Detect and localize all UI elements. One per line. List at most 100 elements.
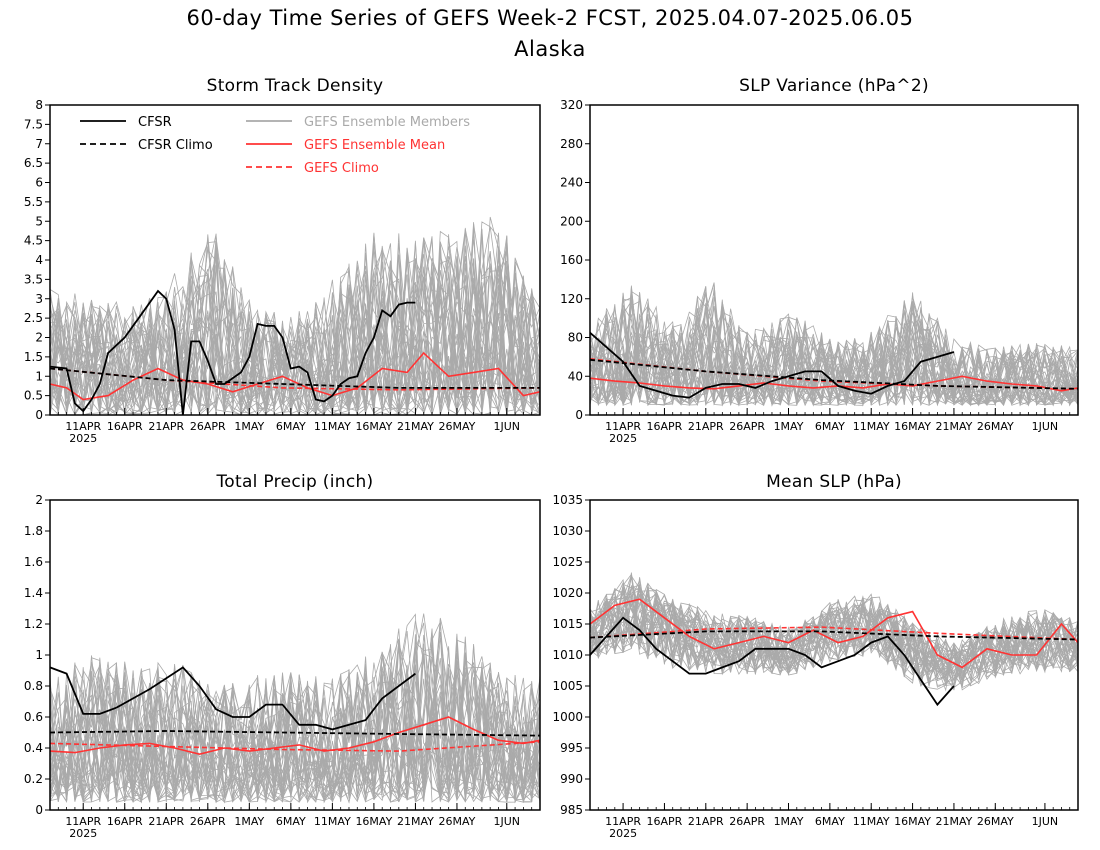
x-tick-label: 16MAY — [894, 420, 931, 433]
ensemble-members — [590, 572, 1078, 692]
ensemble-member-line — [590, 296, 1078, 406]
legend-label: CFSR Climo — [138, 138, 213, 153]
plot-area — [590, 572, 1078, 707]
y-tick-label: 6 — [35, 176, 43, 190]
sub-title: Alaska — [514, 37, 586, 61]
y-tick-label: 40 — [568, 369, 583, 383]
ensemble-member-line — [590, 300, 1078, 407]
y-tick-label: 1035 — [552, 493, 583, 507]
y-tick-label: 0 — [35, 803, 43, 817]
x-tick-label: 11MAY — [314, 815, 351, 828]
x-tick-label: 21APR — [688, 420, 724, 433]
x-tick-year: 2025 — [69, 827, 97, 840]
series-cfsr-climo — [590, 358, 1078, 390]
ensemble-member-line — [590, 593, 1078, 687]
y-tick-label: 0.2 — [24, 772, 43, 786]
x-tick-label: 16MAY — [894, 815, 931, 828]
x-tick-label: 16MAY — [355, 815, 392, 828]
y-tick-label: 280 — [560, 137, 583, 151]
y-tick-label: 1025 — [552, 555, 583, 569]
series-cfsr — [590, 332, 955, 399]
ensemble-member-line — [590, 577, 1078, 689]
legend: CFSR CFSR Climo GEFS Ensemble Members GEFS … — [80, 115, 470, 176]
x-tick-label: 1JUN — [1032, 420, 1059, 433]
ensemble-member-line — [590, 585, 1078, 684]
y-tick-label: 2 — [35, 331, 43, 345]
panel-title: Total Precip (inch) — [216, 472, 374, 492]
series-cfsr — [50, 289, 416, 415]
legend-label: CFSR — [138, 115, 172, 130]
y-tick-label: 5 — [35, 214, 43, 228]
x-tick-label: 11MAY — [853, 815, 890, 828]
series-gefs-ensemble-mean — [590, 598, 1078, 669]
x-tick-label: 11APR — [605, 815, 641, 828]
series-cfsr — [590, 616, 955, 707]
ensemble-member-line — [590, 589, 1078, 688]
panel-title: Mean SLP (hPa) — [766, 472, 902, 492]
y-tick-label: 8 — [35, 98, 43, 112]
ensemble-member-line — [50, 628, 540, 804]
series-cfsr-climo — [50, 367, 540, 389]
x-tick-label: 6MAY — [276, 420, 306, 433]
x-tick-label: 21APR — [148, 420, 184, 433]
ensemble-member-line — [50, 630, 540, 803]
y-tick-label: 3 — [35, 292, 43, 306]
y-tick-label: 990 — [560, 772, 583, 786]
y-tick-label: 200 — [560, 214, 583, 228]
x-tick-label: 26MAY — [977, 420, 1014, 433]
ensemble-member-line — [50, 651, 540, 803]
x-tick-label: 21MAY — [397, 420, 434, 433]
x-tick-label: 21MAY — [397, 815, 434, 828]
y-tick-label: 1.5 — [24, 350, 43, 364]
plot-area — [50, 216, 540, 415]
y-tick-label: 1.8 — [24, 524, 43, 538]
x-tick-label: 1JUN — [1032, 815, 1059, 828]
y-tick-label: 2.5 — [24, 311, 43, 325]
ensemble-member-line — [50, 662, 540, 804]
y-tick-label: 0.4 — [24, 741, 43, 755]
ensemble-member-line — [590, 283, 1078, 406]
y-tick-label: 0 — [35, 408, 43, 422]
series-gefs-climo — [50, 367, 540, 391]
ensemble-member-line — [590, 306, 1078, 406]
y-tick-label: 1.2 — [24, 617, 43, 631]
chart-panels: Storm Track Density 0 0.5 1 1.5 2 2.5 3 3.5 4 4.5 5… — [24, 76, 1079, 840]
x-tick-label: 11APR — [65, 420, 101, 433]
y-tick-label: 1 — [35, 369, 43, 383]
series-gefs-ensemble-mean — [50, 351, 540, 401]
y-tick-label: 80 — [568, 331, 583, 345]
series-gefs-ensemble-mean — [50, 716, 540, 756]
legend-item-cfsr-climo: CFSR Climo — [80, 138, 213, 153]
x-tick-label: 1MAY — [774, 815, 804, 828]
ensemble-member-line — [590, 590, 1078, 687]
x-tick-year: 2025 — [609, 827, 637, 840]
x-tick-label: 1MAY — [234, 815, 264, 828]
x-tick-label: 16APR — [107, 420, 143, 433]
ensemble-member-line — [50, 634, 540, 804]
panel-title: SLP Variance (hPa^2) — [739, 76, 929, 96]
ensemble-member-line — [50, 240, 540, 415]
series-gefs-climo — [50, 741, 540, 752]
x-tick-year: 2025 — [69, 432, 97, 445]
series-gefs-climo — [590, 626, 1078, 641]
y-tick-label: 1 — [35, 648, 43, 662]
legend-item-gefs-ensemble-mean: GEFS Ensemble Mean — [246, 138, 445, 153]
y-tick-label: 7.5 — [24, 117, 43, 131]
x-tick-label: 26APR — [190, 815, 226, 828]
y-tick-label: 1020 — [552, 586, 583, 600]
panel-4: Mean SLP (hPa) 985 990 995 1000 1005 1010 1015 1… — [552, 472, 1079, 840]
panel-3: Total Precip (inch) 0 0.2 0.4 0.6 0.8 1 1.2 1.4 1… — [24, 472, 541, 840]
x-tick-label: 21APR — [148, 815, 184, 828]
ensemble-member-line — [50, 228, 540, 415]
y-tick-label: 320 — [560, 98, 583, 112]
x-tick-label: 11APR — [65, 815, 101, 828]
legend-item-gefs-climo: GEFS Climo — [246, 161, 379, 176]
panel-title: Storm Track Density — [207, 76, 384, 96]
x-tick-label: 21MAY — [935, 420, 972, 433]
y-tick-label: 120 — [560, 292, 583, 306]
x-tick-label: 1MAY — [234, 420, 264, 433]
x-tick-label: 1MAY — [774, 420, 804, 433]
series-cfsr — [50, 666, 416, 731]
legend-label: GEFS Ensemble Mean — [304, 138, 445, 153]
legend-label: GEFS Ensemble Members — [304, 115, 470, 130]
